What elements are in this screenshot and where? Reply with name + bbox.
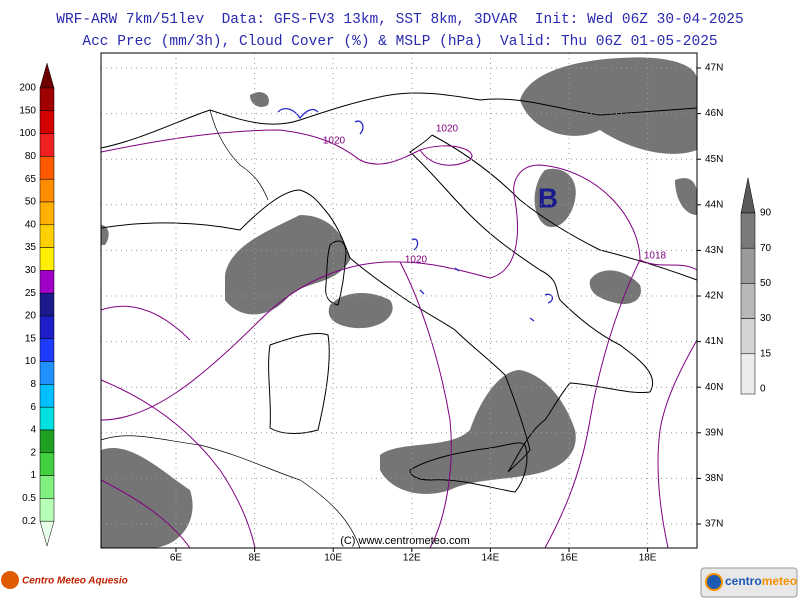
precip-areas [277, 108, 554, 322]
legend-swatch [39, 247, 55, 271]
clouds [101, 57, 697, 548]
legend-swatch [39, 475, 55, 499]
legend-arrow [740, 177, 756, 214]
legend-label: 8 [30, 379, 36, 390]
logo-text: Centro Meteo Aquesio [22, 576, 128, 587]
legend-label: 150 [19, 105, 36, 116]
legend-label: 15 [760, 348, 772, 359]
lon-label: 8E [248, 553, 261, 564]
legend-label: 50 [760, 278, 772, 289]
legend-label: 2 [30, 447, 36, 458]
isobar-label: 1018 [644, 251, 667, 262]
legend-swatch [39, 201, 55, 226]
lat-label: 45N [705, 154, 723, 165]
legend-swatch [39, 110, 55, 134]
legend-swatch [740, 353, 756, 395]
legend-label: 15 [25, 333, 37, 344]
legend-swatch [39, 498, 55, 522]
legend-swatch [39, 156, 55, 180]
legend-swatch [39, 315, 55, 340]
legend-label: 0 [760, 384, 766, 395]
lat-label: 37N [705, 519, 723, 530]
legend-swatch [39, 429, 55, 454]
legend-swatch [740, 247, 756, 284]
logo-right: centrometeo [700, 567, 798, 598]
logo-icon [1, 571, 19, 589]
legend-swatch [39, 224, 55, 248]
copyright: (C) www.centrometeo.com [340, 535, 470, 547]
lon-label: 12E [403, 553, 421, 564]
lat-label: 38N [705, 473, 723, 484]
legend-swatch [39, 384, 55, 408]
legend-label: 0.5 [22, 493, 36, 504]
legend-swatch [39, 87, 55, 112]
legend-label: 0.2 [22, 516, 36, 527]
legend-label: 70 [760, 243, 772, 254]
lat-label: 39N [705, 427, 723, 438]
lat-label: 41N [705, 336, 723, 347]
coastlines [100, 92, 698, 549]
lon-label: 18E [639, 553, 657, 564]
isobar-label: 1020 [436, 124, 459, 135]
lat-label: 43N [705, 245, 723, 256]
lat-label: 42N [705, 291, 723, 302]
legend-swatch [39, 406, 55, 431]
legend-label: 65 [25, 174, 37, 185]
legend-swatch [39, 133, 55, 157]
legend-arrow [39, 520, 55, 547]
lon-label: 10E [324, 553, 342, 564]
legend-swatch [39, 178, 55, 203]
logo-text: centrometeo [725, 574, 797, 588]
legend-swatch [740, 283, 756, 319]
legend-label: 6 [30, 402, 36, 413]
graticule [101, 53, 701, 552]
pressure-center: B [538, 182, 558, 213]
legend-swatch [39, 338, 55, 362]
legend-label: 30 [760, 313, 772, 324]
legend-label: 80 [25, 151, 37, 162]
logo-icon [705, 573, 723, 591]
lat-label: 46N [705, 108, 723, 119]
logo-box [700, 567, 798, 598]
legend-label: 90 [760, 208, 772, 219]
legend-label: 20 [25, 311, 37, 322]
isobar-label: 1020 [323, 136, 346, 147]
map: B 1020 1020 1020 1018 (C) www.centromete… [100, 52, 701, 552]
legend-arrow [39, 62, 55, 89]
precip-legend: 200 150 100 80 65 50 40 35 30 25 20 15 10 8 6 4 2 1 0.5 0.2 [19, 62, 55, 547]
lon-label: 6E [170, 553, 183, 564]
legend-swatch [39, 361, 55, 385]
cloud-legend: 90 70 50 30 15 0 [740, 177, 772, 395]
legend-label: 25 [25, 288, 37, 299]
header-line: Acc Prec (mm/3h), Cloud Cover (%) & MSLP… [82, 34, 717, 50]
lat-label: 40N [705, 382, 723, 393]
map-frame [100, 52, 698, 549]
legend-label: 4 [30, 425, 36, 436]
legend-swatch [39, 270, 55, 294]
legend-swatch [740, 212, 756, 249]
legend-label: 1 [30, 470, 36, 481]
lat-label: 47N [705, 63, 723, 74]
legend-label: 100 [19, 128, 36, 139]
legend-swatch [740, 318, 756, 355]
legend-label: 10 [25, 356, 37, 367]
lon-label: 14E [482, 553, 500, 564]
legend-label: 30 [25, 265, 37, 276]
header-line: WRF-ARW 7km/51lev Data: GFS-FV3 13km, SS… [56, 12, 743, 28]
logo-left: Centro Meteo Aquesio [1, 571, 128, 589]
lon-label: 16E [560, 553, 578, 564]
legend-label: 200 [19, 83, 36, 94]
legend-label: 35 [25, 242, 37, 253]
legend-swatch [39, 452, 55, 476]
isobar-label: 1020 [405, 255, 428, 266]
lat-label: 44N [705, 199, 723, 210]
legend-label: 50 [25, 197, 37, 208]
legend-swatch [39, 292, 55, 317]
isobars [100, 129, 698, 549]
legend-label: 40 [25, 219, 37, 230]
